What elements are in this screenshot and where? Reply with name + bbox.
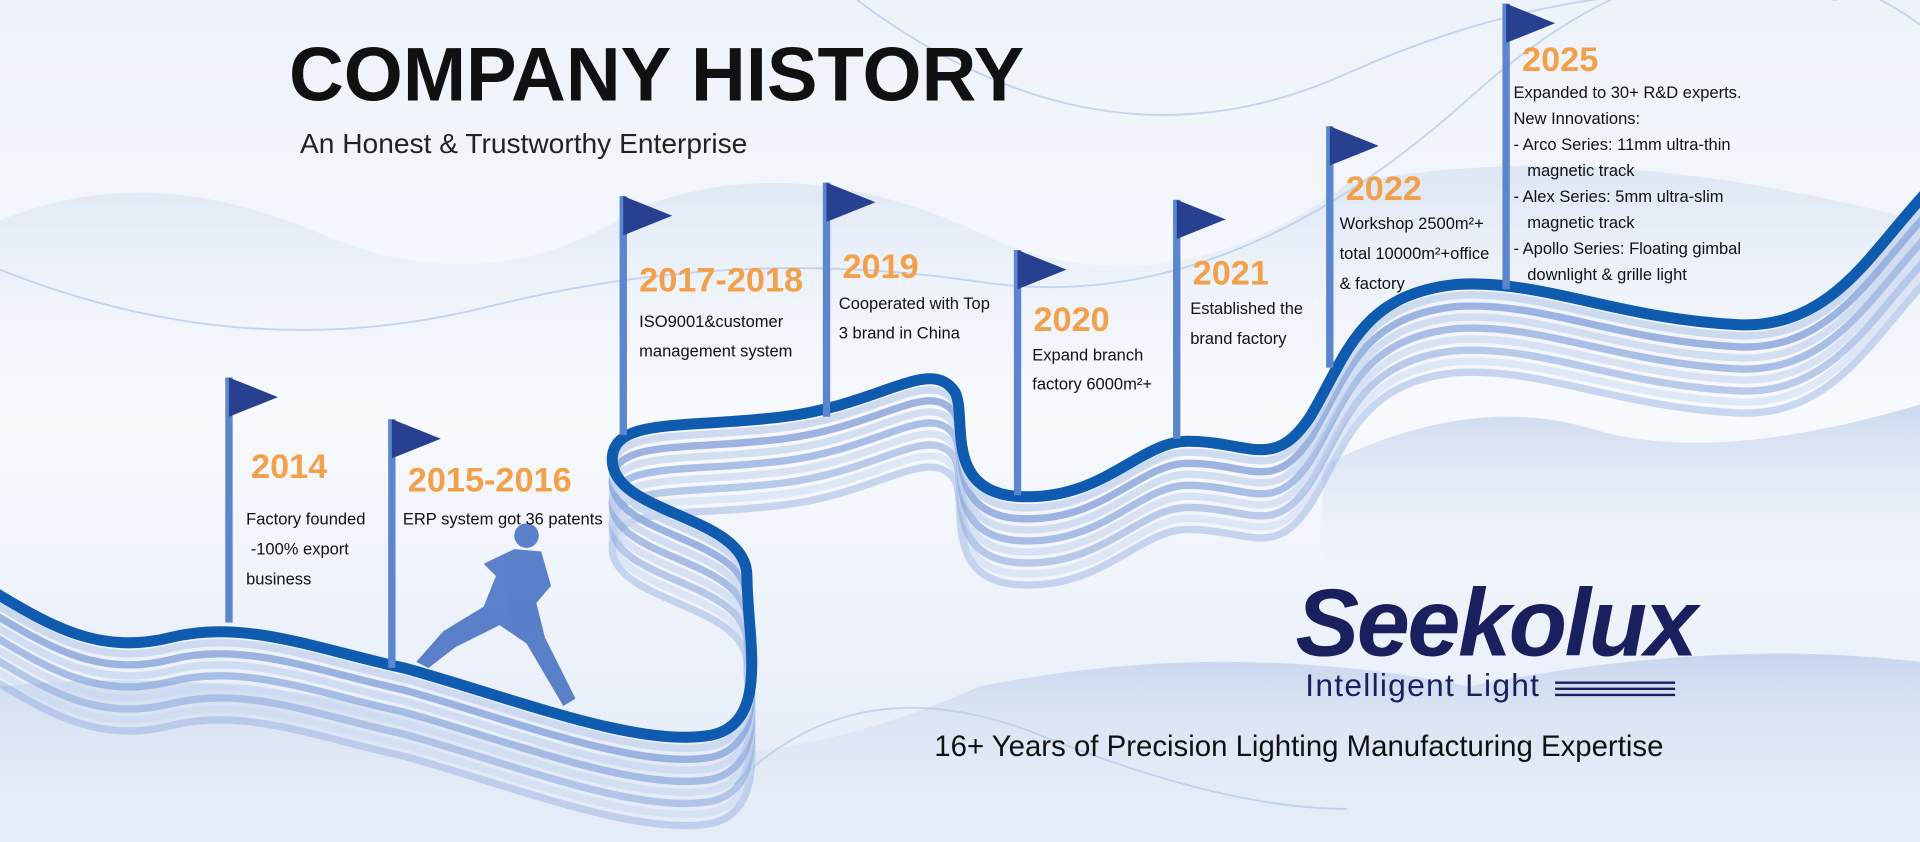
road-stripe — [0, 227, 1920, 775]
milestone: 2020 Expand branch factory 6000m²+ — [1013, 250, 1152, 496]
milestone-text: - Alex Series: 5mm ultra-slim — [1513, 187, 1723, 206]
milestone-text: Expand branch — [1032, 345, 1143, 364]
flag-pole — [1326, 126, 1334, 368]
milestone-text: total 10000m²+office — [1340, 244, 1490, 263]
milestone-text: business — [246, 570, 311, 589]
milestone-year: 2019 — [842, 248, 918, 286]
milestone-year: 2014 — [251, 448, 327, 486]
milestone-year: 2025 — [1522, 41, 1598, 79]
milestones: 2014 Factory founded -100% export business… — [225, 3, 1742, 668]
subtitle: An Honest & Trustworthy Enterprise — [300, 127, 747, 159]
milestone-year: 2021 — [1193, 254, 1269, 292]
decor-lines — [0, 0, 1920, 810]
milestone-text: ERP system got 36 patents — [403, 510, 603, 529]
runner — [416, 523, 576, 706]
road-main — [0, 191, 1920, 743]
milestone: 2015-2016 ERP system got 36 patents — [388, 419, 603, 668]
road-stripe — [0, 282, 1920, 830]
milestone-year: 2017-2018 — [639, 262, 803, 300]
road-stripe — [0, 238, 1920, 786]
milestone-year: 2022 — [1346, 170, 1422, 208]
road — [0, 191, 1920, 830]
milestone-text: Established the — [1190, 299, 1303, 318]
brand-tagline: Intelligent Light — [1305, 667, 1540, 703]
milestone-text: Workshop 2500m²+ — [1340, 214, 1484, 233]
milestone-text: magnetic track — [1513, 161, 1635, 180]
flag — [228, 377, 278, 417]
footer: 16+ Years of Precision Lighting Manufact… — [934, 730, 1663, 763]
milestone-text: factory 6000m²+ — [1032, 375, 1152, 394]
milestone: 2019 Cooperated with Top 3 brand in China — [822, 182, 990, 417]
milestone-text: Cooperated with Top — [839, 294, 990, 313]
flag — [623, 196, 673, 236]
road-stripe — [0, 271, 1920, 819]
milestone: 2021 Established the brand factory — [1173, 199, 1303, 439]
milestone-text: ISO9001&customer — [639, 312, 784, 331]
flag — [1506, 3, 1556, 43]
milestone-text: brand factory — [1190, 329, 1287, 348]
milestone-year: 2015-2016 — [408, 461, 572, 499]
flag — [1329, 126, 1379, 166]
milestone-year: 2020 — [1033, 301, 1109, 339]
flag — [391, 419, 441, 459]
flag — [826, 182, 876, 222]
milestone: 2014 Factory founded -100% export business — [225, 377, 365, 623]
road-stripe — [0, 204, 1920, 753]
milestone-text: management system — [639, 342, 792, 361]
flag-pole — [225, 377, 233, 623]
road-stripe — [0, 249, 1920, 797]
milestone-text: Expanded to 30+ R&D experts. — [1513, 83, 1741, 102]
road-stripe — [0, 216, 1920, 764]
flag-pole — [388, 419, 396, 668]
title: COMPANY HISTORY — [289, 32, 1024, 117]
flag-pole — [1173, 199, 1181, 439]
milestone-text: & factory — [1340, 274, 1406, 293]
tagline-lines — [1555, 681, 1676, 697]
milestone: 2025 Expanded to 30+ R&D experts. New Inno… — [1502, 3, 1742, 290]
milestone-text: - Apollo Series: Floating gimbal — [1513, 239, 1741, 258]
road-stripe — [0, 260, 1920, 808]
brand-name: Seekolux — [1296, 571, 1702, 677]
milestone: 2017-2018 ISO9001&customer management syst… — [619, 196, 803, 436]
flag-pole — [822, 182, 831, 417]
milestone-text: 3 brand in China — [839, 323, 961, 342]
milestone-text: New Innovations: — [1513, 109, 1640, 128]
flag-pole — [1502, 3, 1510, 290]
flag-pole — [619, 196, 627, 436]
milestone-text: - Arco Series: 11mm ultra-thin — [1513, 135, 1730, 154]
flag-pole — [1013, 250, 1022, 496]
flag — [1176, 199, 1226, 239]
milestone-text: Factory founded — [246, 510, 365, 529]
milestone: 2022 Workshop 2500m²+ total 10000m²+office… — [1326, 126, 1490, 368]
flag — [1017, 250, 1067, 290]
milestone-text: magnetic track — [1513, 213, 1635, 232]
milestone-text: -100% export — [246, 540, 349, 559]
milestone-text: downlight & grille light — [1513, 265, 1687, 284]
